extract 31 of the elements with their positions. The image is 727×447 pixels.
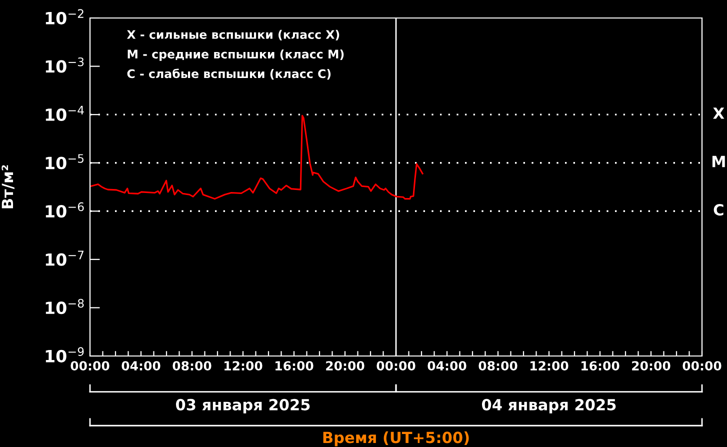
ref-line-label: M xyxy=(712,156,725,168)
x-tick-label: 04:00 xyxy=(428,361,466,371)
y-tick-label: 10$^{−6}$ xyxy=(46,202,84,218)
ref-line-label: C xyxy=(714,204,724,216)
y-tick-label: 10$^{−9}$ xyxy=(46,347,84,362)
x-tick-label: 16:00 xyxy=(276,361,314,371)
y-tick-label: 10$^{−4}$ xyxy=(46,106,84,122)
text: 03 января 2025 xyxy=(176,398,310,414)
y-tick-label: 10$^{−5}$ xyxy=(46,154,84,170)
x-tick-label: 04:00 xyxy=(122,361,160,371)
x-tick-label: 12:00 xyxy=(224,361,262,371)
y-tick-label: 10$^{−3}$ xyxy=(46,57,84,73)
x-tick-label: 20:00 xyxy=(632,361,670,371)
x-tick-label: 00:00 xyxy=(376,361,416,371)
x-tick-label: 16:00 xyxy=(582,361,620,371)
x-tick-label: 08:00 xyxy=(478,361,518,371)
text: 04 января 2025 xyxy=(482,398,616,414)
x-tick-label: 00:00 xyxy=(70,361,110,371)
x-tick-label: 20:00 xyxy=(326,361,364,371)
y-tick-label: 10$^{−2}$ xyxy=(46,9,84,24)
annotation: M - средние вспышки (класс M) xyxy=(128,49,344,61)
x-axis-title: Время (UT+5:00) xyxy=(323,431,469,446)
x-tick-label: 08:00 xyxy=(172,361,212,371)
annotation: X - сильные вспышки (класс X) xyxy=(126,30,340,40)
y-tick-label: 10$^{−7}$ xyxy=(46,250,84,266)
x-tick-label: 12:00 xyxy=(530,361,568,371)
x-tick-label: 00:00 xyxy=(682,361,722,371)
annotation: C - слабые вспышки (класс C) xyxy=(127,68,331,80)
y-tick-label: 10$^{−8}$ xyxy=(46,298,84,314)
ref-line-label: X xyxy=(713,108,724,119)
y-axis-title: Вт/м² xyxy=(2,165,14,208)
